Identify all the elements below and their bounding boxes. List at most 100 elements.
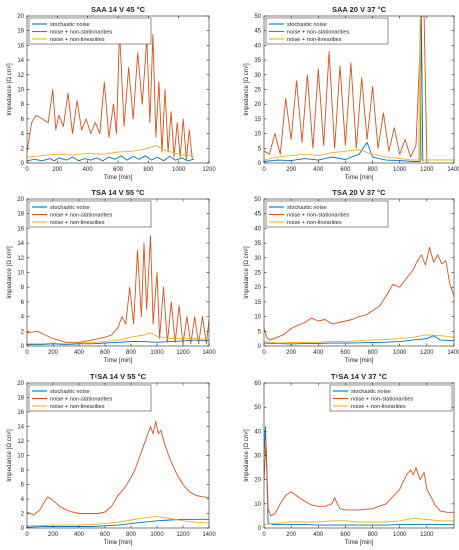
legend-label: stochastic noise [50,205,90,211]
x-tick-label: 0 [262,532,266,538]
y-tick-label: 25 [254,271,261,277]
y-tick-label: 8 [21,285,25,291]
y-tick-label: 45 [254,212,261,218]
y-tick-label: 18 [17,212,24,218]
x-tick-label: 1000 [393,167,407,173]
y-tick-label: 18 [17,29,24,35]
x-tick-label: 800 [126,350,137,356]
y-tick-label: 60 [254,381,261,387]
legend-label: noise + non-linearities [50,404,105,410]
chart-panel-6: 0 200 400 600 800 1000 1200 0 10 20 30 40 50 60 TᶜSA 1… [243,372,455,546]
y-tick-label: 2 [21,512,25,518]
y-tick-label: 40 [254,43,261,49]
y-tick-label: 0 [258,526,262,532]
x-tick-label: 600 [100,350,111,356]
y-tick-label: 40 [254,226,261,232]
chart-panel-2: 0 200 400 600 800 1000 1200 1400 0 5 10 15 20 25 30 35 4… [243,5,459,181]
y-tick-label: 25 [254,88,261,94]
y-tick-label: 8 [21,468,25,474]
series-group [264,426,454,526]
y-tick-label: 4 [21,315,25,321]
x-axis-label: Time [min] [345,357,374,364]
legend-box [28,200,152,228]
series-group [264,247,454,345]
y-tick-label: 20 [254,102,261,108]
series-line-nonlinear [27,515,209,527]
x-tick-label: 1000 [150,350,164,356]
y-tick-label: 2 [21,329,25,335]
chart-panel-5: 0 200 400 600 800 1000 1200 1400 0 2 4 6 8 10 12 14 16 18… [6,372,216,546]
y-tick-label: 2 [21,146,25,152]
y-tick-label: 4 [21,132,25,138]
x-tick-label: 200 [48,532,59,538]
x-tick-label: 1000 [393,350,407,356]
y-tick-label: 6 [21,483,25,489]
chart-panel-1: 0 200 400 600 800 1000 1200 0 2 4 6 8 10 12 14 16 18 20 SA… [6,5,216,181]
x-tick-label: 1400 [202,532,216,538]
legend-label: stochastic noise [287,205,327,211]
legend-label: noise + non-linearities [351,404,406,410]
x-tick-label: 400 [74,350,85,356]
y-tick-label: 0 [21,344,25,350]
legend-label: noise + non-linearities [50,37,105,43]
x-tick-label: 200 [286,532,297,538]
y-tick-label: 10 [254,132,261,138]
y-tick-label: 12 [17,256,24,262]
x-axis-label: Time [min] [104,357,133,364]
x-tick-label: 1200 [176,532,190,538]
x-axis-label: Time [min] [345,174,374,181]
y-tick-label: 15 [254,300,261,306]
y-tick-label: 0 [258,161,262,167]
legend-box [28,384,152,412]
x-tick-label: 0 [25,167,29,173]
y-tick-label: 50 [254,405,261,411]
x-tick-label: 400 [313,532,324,538]
x-tick-label: 0 [25,532,29,538]
series-line-nonlinear [264,16,454,161]
x-tick-label: 1400 [447,167,459,173]
y-axis-label: Impedance [Ω cm²] [6,63,13,116]
y-tick-label: 20 [254,478,261,484]
legend: stochastic noise noise + non-stationariti… [265,17,389,45]
legend-label: noise + non-stationarities [50,213,113,219]
x-tick-label: 1200 [420,350,434,356]
chart-panel-4: 0 200 400 600 800 1000 1200 1400 0 5 10 15 20 25 30 35 4… [243,188,459,364]
x-tick-label: 800 [143,167,154,173]
legend: stochastic noise noise + non-stationariti… [28,17,152,45]
x-axis-label: Time [min] [104,174,133,181]
legend-label: stochastic noise [351,389,391,395]
legend-label: noise + non-linearities [287,37,342,43]
y-axis-label: Impedance [Ω cm²] [243,63,250,116]
y-tick-label: 14 [17,425,24,431]
y-tick-label: 50 [254,14,261,20]
chart-title: TSA 20 V 37 °C [332,188,386,197]
series-line-nonstationary [27,420,209,516]
series-line-nonstationary [264,16,454,161]
series-line-stochastic [264,335,454,345]
chart-title: TᶜSA 14 V 37 °C [331,372,388,381]
y-tick-label: 10 [17,454,24,460]
x-tick-label: 400 [83,167,94,173]
legend-label: noise + non-stationarities [50,30,113,36]
x-tick-label: 0 [25,350,29,356]
x-tick-label: 400 [313,167,324,173]
x-tick-label: 600 [340,532,351,538]
x-tick-label: 400 [74,532,85,538]
x-tick-label: 800 [126,532,137,538]
y-tick-label: 8 [21,102,25,108]
y-tick-label: 30 [254,256,261,262]
x-tick-label: 1000 [172,167,186,173]
y-tick-label: 6 [21,117,25,123]
legend-label: noise + non-stationarities [287,30,350,36]
series-line-stochastic [264,426,454,526]
series-line-nonstationary [264,440,454,517]
y-tick-label: 20 [17,381,24,387]
x-tick-label: 200 [52,167,63,173]
series-line-stochastic [27,518,209,528]
legend-label: noise + non-stationarities [50,397,113,403]
x-tick-label: 400 [313,350,324,356]
legend: stochastic noise noise + non-stationariti… [329,384,453,412]
y-tick-label: 16 [17,43,24,49]
y-tick-label: 18 [17,396,24,402]
x-tick-label: 600 [113,167,124,173]
